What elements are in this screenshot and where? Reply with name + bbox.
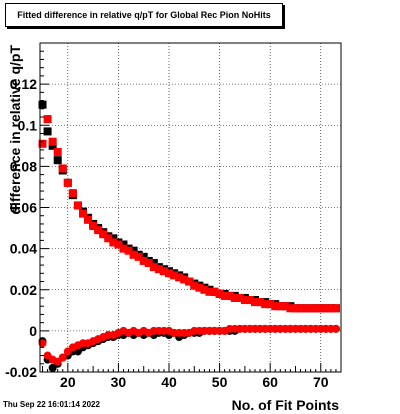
y-tick-label: -0.02 [5, 364, 37, 380]
data-point [139, 252, 148, 261]
data-point [149, 263, 158, 272]
data-point [286, 304, 295, 313]
data-point [210, 287, 219, 296]
data-point [129, 250, 138, 259]
data-point [331, 324, 340, 333]
y-tick-label: 0.02 [10, 282, 37, 298]
y-tick-label: 0.04 [10, 241, 37, 257]
data-point [225, 291, 234, 300]
y-tick-label: 0.06 [10, 200, 37, 216]
y-tick-label: 0.1 [18, 117, 38, 133]
x-tick-label: 30 [111, 374, 127, 390]
x-axis-title: No. of Fit Points [232, 397, 340, 413]
data-point [68, 189, 77, 198]
data-point [195, 283, 204, 292]
data-point [276, 302, 285, 311]
data-point [326, 304, 335, 313]
data-point [205, 287, 214, 296]
data-point [220, 291, 229, 300]
data-point [144, 259, 153, 268]
y-axis-title: difference in relative q/pT [7, 45, 23, 215]
data-point [170, 271, 179, 280]
data-point [321, 304, 330, 313]
data-point [84, 215, 93, 224]
x-tick-label: 60 [262, 374, 278, 390]
data-point [185, 277, 194, 286]
data-point [200, 285, 209, 294]
data-point [296, 304, 305, 313]
data-point [48, 137, 57, 146]
data-point [38, 139, 47, 148]
data-point [230, 293, 239, 302]
data-point [251, 298, 259, 307]
data-point [240, 296, 249, 305]
chart-title-box: Fitted difference in relative q/pT for G… [5, 3, 283, 27]
axis-ticks [40, 50, 337, 373]
data-point [89, 222, 98, 231]
x-tick-label: 70 [313, 374, 329, 390]
data-point [109, 238, 118, 247]
data-point [190, 281, 199, 290]
y-tick-label: 0 [29, 323, 37, 339]
data-point [114, 240, 123, 249]
data-point [215, 289, 224, 298]
data-point [79, 209, 87, 218]
data-point [38, 100, 47, 109]
data-point [124, 246, 133, 255]
data-point [175, 273, 184, 282]
data-point [159, 267, 168, 276]
data-point [256, 298, 265, 307]
data-point [58, 353, 67, 362]
data-point [94, 226, 103, 235]
grid-lines [40, 43, 341, 373]
data-point [63, 178, 72, 187]
x-tick-label: 20 [60, 374, 76, 390]
chart-title: Fitted difference in relative q/pT for G… [17, 10, 271, 20]
data-point [235, 293, 244, 302]
timestamp: Thu Sep 22 16:01:14 2022 [3, 400, 100, 409]
data-point [291, 304, 300, 313]
series-1 [38, 115, 340, 313]
data-point [43, 115, 52, 124]
data-point [139, 256, 148, 265]
x-tick-label: 40 [161, 374, 177, 390]
data-point [109, 234, 118, 243]
data-point [261, 300, 270, 309]
data-point [331, 304, 340, 313]
data-point [129, 246, 138, 255]
y-tick-label: 0.08 [10, 158, 37, 174]
data-point [119, 244, 128, 253]
data-point [119, 240, 128, 249]
x-tick-label: 50 [212, 374, 228, 390]
data-point [165, 269, 173, 278]
tick-labels: 20 30 40 50 60 70 -0.02 0 0.02 0.04 0.06 0.08 0.1 0.1… [5, 76, 329, 390]
data-point [245, 296, 254, 305]
data-point [316, 304, 325, 313]
data-point [38, 339, 47, 348]
data-point [311, 304, 320, 313]
data-point [58, 164, 67, 173]
data-point [73, 201, 82, 210]
data-point [134, 252, 143, 261]
data-point [271, 302, 280, 311]
data-point [53, 147, 62, 156]
data-point [43, 127, 52, 136]
data-point [281, 302, 290, 311]
data-point [301, 304, 310, 313]
data-point [53, 156, 62, 165]
data-point [48, 141, 57, 150]
data-point [266, 300, 275, 309]
data-point [149, 259, 158, 268]
y-tick-label: 0.12 [10, 76, 37, 92]
data-point [154, 265, 163, 274]
series-3 [38, 324, 340, 366]
data-markers [38, 100, 340, 372]
data-point [180, 275, 189, 284]
data-point [99, 230, 108, 239]
data-point [306, 304, 315, 313]
data-point [104, 234, 113, 243]
